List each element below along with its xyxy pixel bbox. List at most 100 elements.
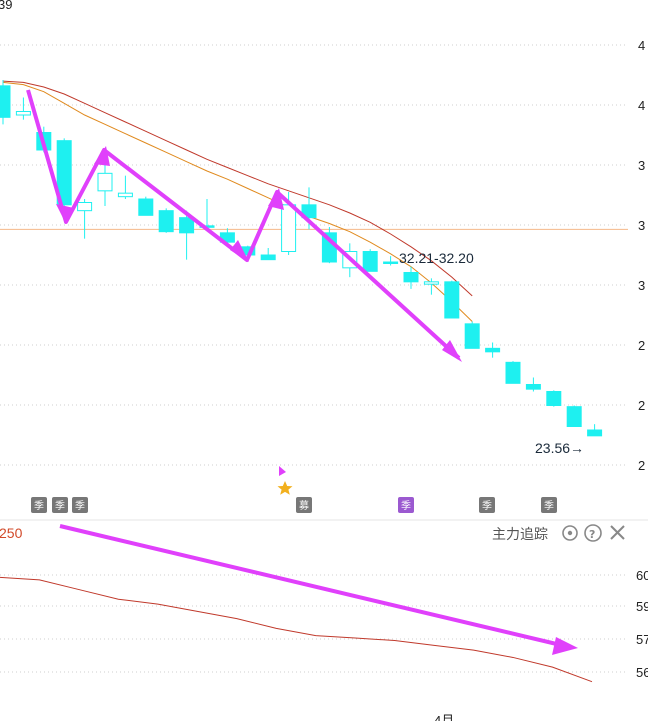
- help-icon[interactable]: ?: [584, 524, 602, 542]
- event-badge-bg: [52, 497, 68, 513]
- candle: [464, 321, 480, 349]
- indicator-value: 250: [0, 525, 23, 541]
- candle-body: [56, 140, 72, 206]
- candle-body: [97, 172, 113, 192]
- candle-body: [587, 429, 603, 437]
- candle: [179, 210, 195, 260]
- y-tick-label: 57: [636, 632, 648, 647]
- y-tick-label: 2: [638, 338, 645, 353]
- y-tick-label: 60: [636, 568, 648, 583]
- candle-body: [546, 391, 562, 406]
- x-axis-month-label: 4月: [434, 713, 454, 721]
- candle: [138, 196, 154, 216]
- range-label: 32.21-32.20: [399, 250, 474, 266]
- event-badge-bg: [541, 497, 557, 513]
- event-badge-label: 季: [544, 500, 554, 512]
- event-badge[interactable]: 季: [479, 497, 495, 513]
- close-icon[interactable]: [610, 525, 625, 540]
- candle: [77, 199, 93, 239]
- indicator-y-axis: 60 59 57 56: [636, 568, 648, 680]
- event-badge-bg: [296, 497, 312, 513]
- y-tick-label: 2: [638, 398, 645, 413]
- y-tick-label: 59: [636, 599, 648, 614]
- zigzag-arrow-head-c: [230, 240, 249, 262]
- event-badge-label: 季: [482, 500, 492, 512]
- event-badge[interactable]: 季: [52, 497, 68, 513]
- candle: [546, 390, 562, 407]
- indicator-line: [0, 576, 593, 683]
- settings-icon[interactable]: [562, 525, 578, 541]
- candle: [301, 187, 317, 230]
- event-badge-bg: [398, 497, 414, 513]
- event-badge-label: 募: [299, 499, 309, 512]
- event-badge-label: 季: [34, 500, 44, 512]
- y-tick-label: 3: [638, 158, 645, 173]
- candle-body: [362, 251, 378, 272]
- candle-body: [485, 347, 501, 353]
- candle: [423, 278, 439, 295]
- candle: [485, 342, 501, 358]
- zigzag-arrow-head-d: [268, 188, 284, 210]
- svg-text:?: ?: [589, 528, 595, 541]
- candle-body: [0, 85, 11, 118]
- candle-body: [301, 204, 317, 219]
- candlestick-series: [0, 80, 603, 437]
- event-badge-bg: [31, 497, 47, 513]
- last-price-label: 23.56→: [535, 440, 584, 456]
- candle: [403, 266, 419, 289]
- candle-body: [383, 261, 399, 264]
- event-badge[interactable]: 季: [72, 497, 88, 513]
- candle-body: [117, 192, 133, 198]
- main-y-axis: 4 4 3 3 3 2 2 2: [638, 38, 645, 473]
- event-badge[interactable]: 募: [296, 497, 312, 513]
- candle-body: [403, 272, 419, 283]
- ma-long-line: [2, 80, 473, 297]
- event-badges: 季季季募季季季: [31, 497, 557, 513]
- candle-body: [423, 281, 439, 285]
- candle: [0, 80, 11, 125]
- candle: [260, 248, 276, 261]
- y-tick-label: 2: [638, 458, 645, 473]
- candle-body: [505, 361, 521, 384]
- ma-short-line: [2, 81, 473, 322]
- candle-body: [525, 384, 541, 390]
- event-badge-label: 季: [401, 500, 411, 512]
- event-badge-label: 季: [75, 500, 85, 512]
- y-tick-label: 3: [638, 278, 645, 293]
- candle: [525, 377, 541, 392]
- zigzag-arrow-head-b: [94, 146, 110, 166]
- candle: [587, 424, 603, 437]
- candle: [56, 138, 72, 206]
- event-badge-label: 季: [55, 500, 65, 512]
- candle: [383, 256, 399, 266]
- y-tick-label: 56: [636, 665, 648, 680]
- event-badge[interactable]: 季: [541, 497, 557, 513]
- y-tick-label: 3: [638, 218, 645, 233]
- indicator-title[interactable]: 主力追踪: [492, 527, 548, 543]
- candle-body: [179, 217, 195, 234]
- indicator-gridlines: [0, 574, 628, 673]
- zigzag-arrow-head-e: [442, 340, 462, 362]
- event-badge[interactable]: 季: [31, 497, 47, 513]
- candle: [362, 249, 378, 272]
- star-icon[interactable]: [277, 481, 293, 495]
- y-tick-label: 4: [638, 98, 645, 113]
- flag-marker-icon: [279, 466, 286, 476]
- event-badge-bg: [72, 497, 88, 513]
- candle-body: [566, 406, 582, 427]
- candle-body: [281, 204, 297, 252]
- event-badge[interactable]: 季: [398, 497, 414, 513]
- candle: [158, 208, 174, 233]
- candle-body: [444, 281, 460, 319]
- y-tick-label: 4: [638, 38, 645, 53]
- event-badge-bg: [479, 497, 495, 513]
- zigzag-arrow-head-a: [56, 204, 74, 224]
- candle-body: [138, 198, 154, 216]
- candle-body: [15, 111, 31, 116]
- indicator-arrow-head: [552, 637, 578, 655]
- indicator-trend-arrow: [59, 524, 578, 655]
- candle: [15, 97, 31, 120]
- candle: [566, 405, 582, 427]
- candle-body: [464, 323, 480, 349]
